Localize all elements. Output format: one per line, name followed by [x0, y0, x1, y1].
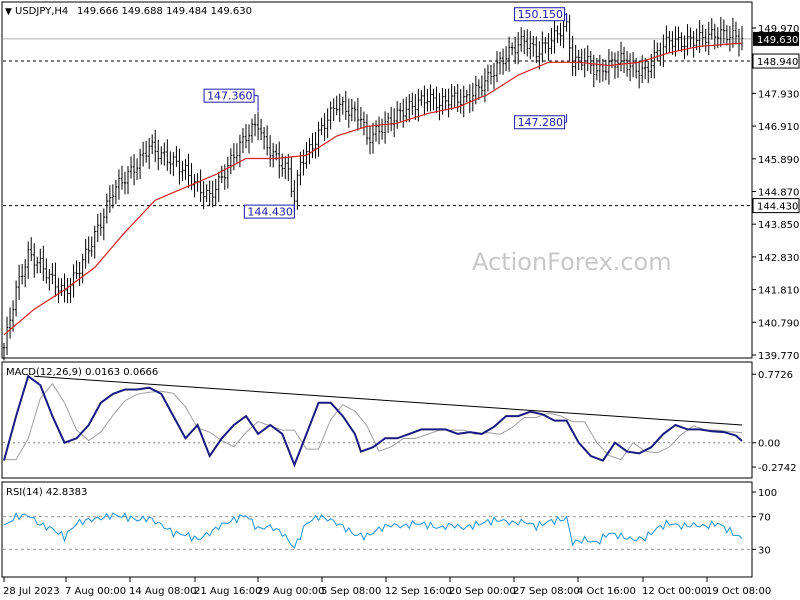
annotation-label: 147.360: [207, 90, 253, 103]
header-ohlc: 149.666 149.688 149.484 149.630: [77, 6, 252, 17]
price-tick-label: 141.810: [758, 286, 799, 297]
rsi-panel-frame: [1, 481, 753, 578]
price-tick-label: 147.930: [758, 89, 799, 100]
price-tick-label: 145.890: [758, 155, 799, 166]
time-tick-label: 7 Aug 00:00: [65, 586, 126, 597]
price-tick-label: 149.970: [758, 24, 799, 35]
time-tick-label: 14 Aug 08:00: [129, 586, 196, 597]
time-tick-label: 28 Jul 2023: [3, 586, 60, 597]
macd-main-line: [3, 374, 743, 468]
rsi-tick-label: 30: [758, 545, 771, 556]
header-symbol: USDJPY,H4: [15, 6, 68, 17]
price-tick-label: 143.850: [758, 220, 799, 231]
time-tick-label: 27 Sep 08:00: [513, 586, 580, 597]
current-price-tag: [753, 31, 799, 46]
time-tick-label: 12 Sep 16:00: [385, 586, 452, 597]
rsi-levels: [3, 516, 751, 550]
time-tick-label: 29 Aug 00:00: [257, 586, 324, 597]
rsi-tick-label: 100: [758, 488, 777, 499]
price-tags: 149.630 148.940 144.430: [752, 31, 800, 214]
level-price-tag-label: 144.430: [757, 202, 798, 213]
candles: [2, 12, 744, 361]
horizontal-levels: [3, 38, 751, 207]
time-tick-label: 4 Oct 16:00: [577, 586, 636, 597]
rsi-axis: 100 70 30: [752, 488, 777, 556]
level-price-tag-label: 148.940: [757, 57, 798, 68]
macd-label: MACD(12,26,9) 0.0163 0.0666: [6, 367, 158, 378]
current-price-tag-label: 149.630: [757, 35, 798, 46]
macd-signal-line: [4, 382, 743, 461]
watermark: ActionForex.com: [472, 248, 672, 276]
time-tick-label: 12 Oct 00:00: [642, 586, 707, 597]
time-tick-label: 5 Sep 08:00: [321, 586, 381, 597]
macd-tick-label: -0.2742: [758, 463, 797, 474]
price-tick-label: 144.870: [758, 188, 799, 199]
price-tick-label: 142.830: [758, 253, 799, 264]
price-tick-label: 140.790: [758, 318, 799, 329]
macd-axis: 0.7726 0.00 -0.2742: [752, 370, 797, 474]
macd-tick-label: 0.00: [758, 439, 780, 450]
price-tick-label: 146.910: [758, 122, 799, 133]
price-tick-label: 139.770: [758, 351, 799, 362]
time-tick-label: 19 Oct 08:00: [706, 586, 771, 597]
annotation-label: 150.150: [518, 8, 564, 21]
macd-tick-label: 0.7726: [758, 370, 793, 381]
annotation-label: 147.280: [518, 116, 564, 129]
price-panel-frame: [1, 1, 753, 359]
macd-trendline: [34, 375, 743, 426]
rsi-line: [3, 511, 743, 549]
annotation-label: 144.430: [247, 206, 293, 219]
price-axis: 149.970148.950147.930146.910145.890144.8…: [752, 24, 799, 362]
level-price-tag: [752, 198, 800, 214]
macd-panel-frame: [1, 361, 753, 479]
ema-line: [3, 42, 743, 336]
rsi-tick-label: 70: [758, 513, 771, 524]
time-tick-label: 21 Aug 16:00: [194, 586, 261, 597]
header-arrow-icon: ▼: [5, 7, 12, 17]
price-annotations: 150.150 147.360 147.280 144.430: [203, 7, 568, 219]
time-tick-label: 20 Sep 00:00: [449, 586, 516, 597]
level-price-tag: [752, 53, 800, 69]
rsi-label: RSI(14) 42.8383: [6, 487, 87, 498]
